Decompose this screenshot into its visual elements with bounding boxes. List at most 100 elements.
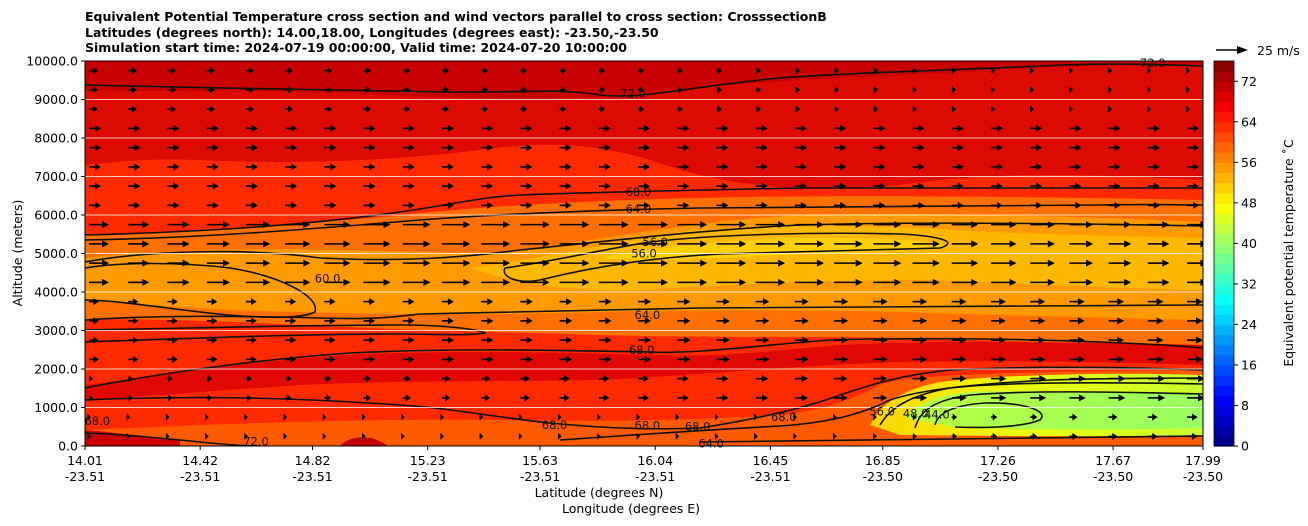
- wind-vector-head: [795, 105, 800, 113]
- wind-vector-head: [1193, 124, 1199, 132]
- wind-vector-head: [288, 67, 293, 75]
- x-tick-label-lat: 15.63: [522, 453, 558, 468]
- wind-vector-head: [134, 124, 141, 132]
- wind-vector-head: [401, 413, 405, 421]
- wind-vector-head: [326, 394, 332, 402]
- wind-vector-head: [303, 259, 311, 267]
- wind-vector-head: [894, 278, 902, 286]
- wind-vector-head: [247, 375, 252, 383]
- wind-vector-head: [484, 394, 491, 402]
- colorbar-level: [1214, 152, 1234, 163]
- colorbar-tick-label: 0: [1241, 439, 1249, 454]
- mid-yellow-core: [600, 238, 950, 260]
- wind-vector-head: [840, 182, 847, 190]
- wind-vector-head: [173, 163, 180, 171]
- wind-vector-head: [95, 144, 101, 152]
- wind-vector-head: [565, 182, 572, 190]
- wind-vector-head: [170, 67, 176, 75]
- colorbar-level: [1214, 233, 1234, 244]
- colorbar-level: [1214, 202, 1234, 214]
- wind-vector-head: [405, 375, 411, 383]
- wind-vector-head: [173, 182, 180, 190]
- colorbar-level: [1214, 385, 1234, 396]
- wind-vector-head: [1077, 317, 1085, 325]
- wind-vector-head: [369, 201, 376, 209]
- wind-vector-head: [582, 240, 590, 248]
- wind-vector-head: [142, 259, 150, 267]
- contour-56-surface: [879, 382, 1203, 426]
- wind-vector-head: [542, 278, 550, 286]
- wind-vector-head: [444, 86, 449, 94]
- wind-vector-head: [1158, 394, 1166, 402]
- wind-vector-head: [762, 394, 769, 402]
- wind-vector-head: [1200, 259, 1203, 267]
- wind-vector-head: [717, 86, 722, 94]
- wind-vector-head: [445, 394, 451, 402]
- wind-vector-head: [369, 298, 375, 306]
- wind-vector-head: [841, 375, 848, 383]
- wind-vector-head: [644, 298, 651, 306]
- wind-vector-head: [816, 221, 824, 229]
- wind-vector-head: [182, 259, 190, 267]
- grid-lines: [85, 99, 1203, 408]
- wind-vector-head: [291, 163, 298, 171]
- wind-vector-head: [793, 432, 797, 440]
- wind-vector-head: [918, 144, 925, 152]
- wind-vector-head: [170, 105, 176, 113]
- wind-vector-head: [487, 336, 494, 344]
- wind-vector-head: [722, 182, 729, 190]
- wind-vector-head: [383, 259, 391, 267]
- wind-vector-head: [173, 201, 180, 209]
- colorbar-level: [1214, 253, 1234, 265]
- wind-vector-head: [483, 86, 488, 94]
- wind-vector-head: [833, 432, 837, 440]
- wind-vector-head: [447, 201, 454, 209]
- wind-vector-head: [565, 144, 572, 152]
- wind-vector-head: [621, 240, 629, 248]
- surface-dark-patch: [340, 437, 388, 446]
- wind-vector-head: [1158, 375, 1166, 383]
- wind-vector-head: [383, 221, 391, 229]
- wind-vector-head: [131, 105, 137, 113]
- wind-vector-head: [89, 394, 93, 402]
- wind-vector-head: [173, 144, 180, 152]
- wind-vector-head: [1086, 259, 1094, 267]
- wind-vector-head: [918, 163, 925, 171]
- wind-vector-head: [761, 182, 768, 190]
- y-tick-label: 4000.0: [34, 285, 78, 300]
- wind-vector-head: [739, 240, 747, 248]
- wind-vector-head: [636, 413, 640, 421]
- colorbar-tick-label: 32: [1241, 276, 1257, 291]
- wind-vector-head: [212, 124, 219, 132]
- wind-vector-head: [959, 355, 967, 363]
- wind-vector-head: [211, 317, 218, 325]
- wind-vector-head: [251, 336, 257, 344]
- wind-vector-head: [212, 182, 219, 190]
- wind-vector-head: [526, 182, 533, 190]
- wind-vector-head: [932, 240, 940, 248]
- wind-vector-head: [684, 336, 691, 344]
- wind-vector-head: [168, 375, 173, 383]
- wind-vector-head: [487, 355, 494, 363]
- wind-vector-head: [222, 240, 230, 248]
- contour-72-surface: [85, 432, 261, 446]
- wind-vector-head: [1030, 86, 1034, 94]
- wind-vector-head: [840, 163, 847, 171]
- wind-vector-head: [283, 413, 288, 421]
- wind-vector-head: [605, 298, 612, 306]
- colorbar-level: [1214, 142, 1234, 153]
- wind-vector-head: [675, 432, 680, 440]
- wind-vectors: [87, 67, 1203, 440]
- wind-vector-head: [1075, 201, 1082, 209]
- colorbar-level: [1214, 375, 1234, 386]
- wind-vector-head: [600, 105, 605, 113]
- wind-vector-head: [756, 105, 761, 113]
- wind-vector-head: [1009, 259, 1017, 267]
- y-tick-label: 10000.0: [26, 54, 78, 69]
- wind-vector-head: [604, 163, 611, 171]
- wind-vector-head: [1162, 221, 1170, 229]
- wind-vector-head: [723, 336, 730, 344]
- wind-vector-head: [447, 144, 454, 152]
- wind-vector-head: [636, 432, 640, 440]
- wind-vector-head: [343, 278, 351, 286]
